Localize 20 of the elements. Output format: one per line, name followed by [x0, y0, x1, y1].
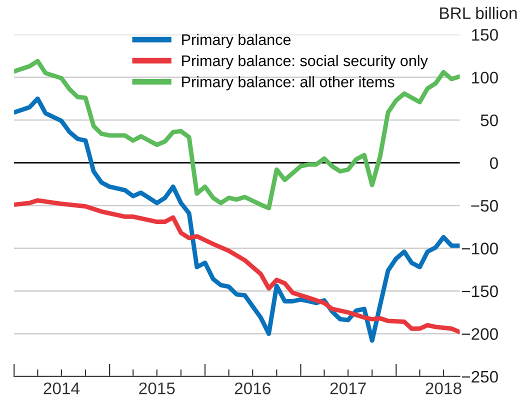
x-tick-label: 2018 [426, 382, 462, 394]
legend-label: Primary balance: all other items [182, 76, 394, 90]
line-series [14, 198, 460, 334]
y-axis-title: BRL billion [440, 6, 517, 20]
y-tick-label: −250 [462, 370, 498, 383]
y-tick-label: −100 [462, 242, 498, 254]
y-tick-label: −50 [471, 200, 498, 212]
x-tick-label: 2015 [139, 382, 175, 394]
y-tick-label: 50 [480, 114, 498, 126]
y-tick-label: −150 [462, 285, 498, 298]
y-tick-label: −200 [462, 328, 498, 340]
x-tick-label: 2014 [44, 382, 80, 394]
x-tick-label: 2016 [234, 382, 270, 394]
y-tick-label: 100 [472, 72, 498, 84]
y-tick-label: 150 [472, 28, 498, 41]
line-series [14, 96, 460, 343]
legend-label: Primary balance [182, 34, 291, 48]
x-tick-label: 2017 [330, 382, 366, 394]
y-tick-label: 0 [490, 157, 498, 170]
legend-label: Primary balance: social security only [182, 54, 428, 70]
